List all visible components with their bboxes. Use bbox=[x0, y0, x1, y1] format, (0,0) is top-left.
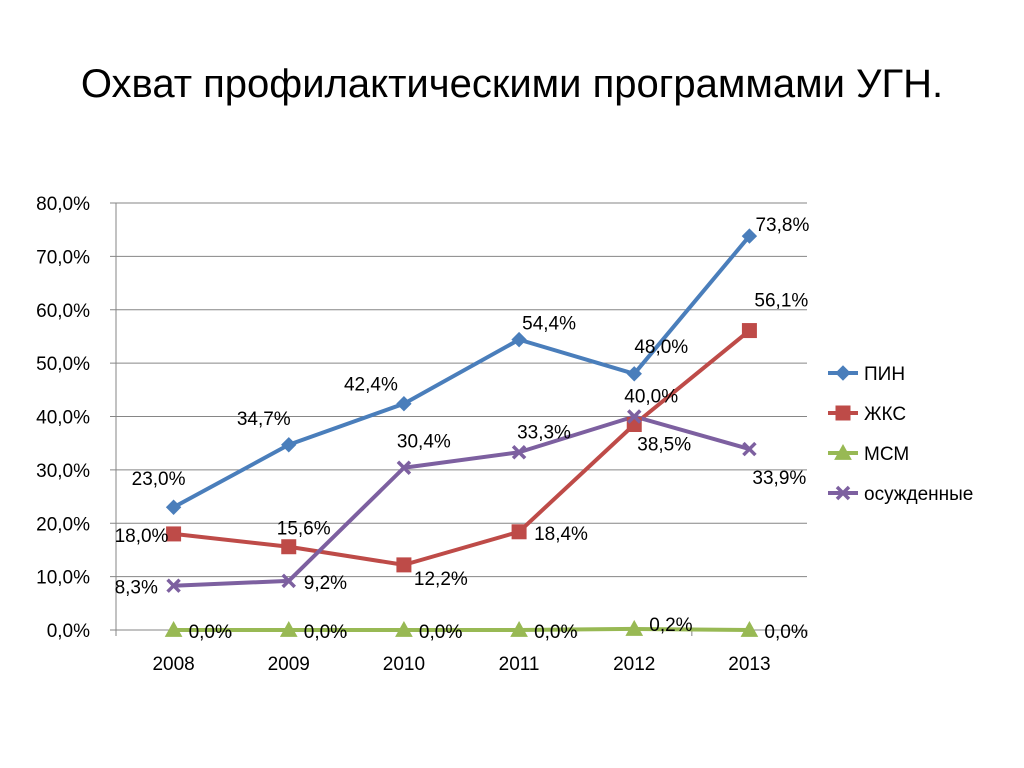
data-point-marker bbox=[626, 366, 642, 382]
data-label: 9,2% bbox=[304, 573, 347, 594]
data-label: 18,0% bbox=[115, 526, 169, 547]
legend-marker bbox=[834, 443, 852, 460]
y-tick-label: 70,0% bbox=[36, 247, 90, 268]
series-line-3 bbox=[173, 414, 750, 588]
data-point-marker bbox=[395, 620, 413, 637]
y-tick-label: 30,0% bbox=[36, 461, 90, 482]
data-point-marker bbox=[281, 437, 297, 453]
data-label: 34,7% bbox=[237, 409, 291, 430]
x-tick-label: 2011 bbox=[499, 654, 540, 675]
data-point-marker bbox=[281, 539, 297, 555]
data-label: 0,0% bbox=[764, 622, 807, 643]
data-point-marker bbox=[741, 323, 757, 339]
data-point-marker bbox=[396, 460, 412, 475]
legend-marker bbox=[835, 485, 851, 501]
y-tick-label: 80,0% bbox=[36, 194, 90, 215]
y-tick-label: 50,0% bbox=[36, 354, 90, 375]
data-point-marker bbox=[281, 573, 296, 589]
data-label: 30,4% bbox=[397, 432, 451, 453]
series-line-0 bbox=[172, 234, 751, 509]
data-label: 54,4% bbox=[522, 314, 576, 335]
data-label: 40,0% bbox=[624, 387, 678, 408]
data-point-marker bbox=[625, 619, 644, 636]
data-label: 0,0% bbox=[304, 622, 347, 643]
data-label: 33,3% bbox=[517, 422, 571, 443]
data-point-marker bbox=[627, 409, 642, 424]
y-tick-label: 20,0% bbox=[36, 514, 90, 535]
data-label: 33,9% bbox=[752, 468, 806, 489]
legend-label: ЖКС bbox=[864, 404, 906, 425]
gridlines bbox=[116, 202, 807, 578]
data-point-marker bbox=[511, 331, 527, 348]
legend-label: осужденные bbox=[864, 484, 973, 505]
data-label: 8,3% bbox=[115, 578, 158, 599]
data-label: 23,0% bbox=[132, 469, 186, 490]
x-tick-label: 2012 bbox=[613, 654, 655, 675]
axes: 0,0% 10,0% 20,0% 30,0% 40,0% 50,0% 60,0% 70,0% 8… bbox=[36, 194, 808, 675]
x-tick-label: 2008 bbox=[152, 654, 194, 675]
x-tick-label: 2013 bbox=[728, 654, 770, 675]
data-point-marker bbox=[511, 445, 527, 460]
y-tick-label: 0,0% bbox=[47, 621, 90, 642]
series-markers bbox=[164, 228, 759, 637]
slide-title: Охват профилактическими программами УГН. bbox=[80, 62, 944, 106]
data-point-marker bbox=[740, 620, 759, 637]
data-label: 48,0% bbox=[634, 337, 688, 358]
data-label: 38,5% bbox=[637, 435, 691, 456]
data-label: 0,2% bbox=[649, 615, 692, 636]
data-point-marker bbox=[164, 620, 183, 637]
legend-label: МСМ bbox=[864, 444, 909, 465]
data-label: 18,4% bbox=[534, 524, 588, 545]
data-point-marker bbox=[511, 524, 527, 540]
series-line-1 bbox=[173, 329, 751, 567]
data-point-marker bbox=[742, 441, 757, 457]
x-tick-label: 2009 bbox=[268, 654, 310, 675]
data-point-marker bbox=[165, 499, 182, 515]
data-label: 42,4% bbox=[344, 375, 398, 396]
y-tick-label: 10,0% bbox=[36, 568, 90, 589]
legend: ПИН ЖКС МСМ осужденные bbox=[828, 364, 973, 505]
series-line-2 bbox=[173, 626, 750, 632]
data-point-marker bbox=[279, 620, 298, 637]
data-label: 15,6% bbox=[277, 519, 331, 540]
legend-label: ПИН bbox=[864, 364, 905, 385]
data-label: 56,1% bbox=[754, 291, 808, 312]
data-point-marker bbox=[741, 228, 758, 244]
data-point-marker bbox=[396, 557, 412, 573]
x-tick-label: 2010 bbox=[383, 654, 425, 675]
data-point-marker bbox=[396, 395, 412, 412]
data-label: 0,0% bbox=[419, 622, 462, 643]
data-labels: 23,0% 34,7% 42,4% 54,4% 48,0% 73,8% 18,0% 15,6%… bbox=[115, 215, 810, 643]
legend-marker bbox=[835, 405, 851, 421]
y-tick-label: 60,0% bbox=[36, 301, 90, 322]
data-label: 73,8% bbox=[755, 215, 809, 236]
data-label: 0,0% bbox=[189, 622, 232, 643]
data-point-marker bbox=[166, 578, 181, 593]
data-point-marker bbox=[166, 526, 182, 542]
y-tick-label: 40,0% bbox=[36, 408, 90, 429]
legend-marker bbox=[835, 365, 851, 381]
data-label: 12,2% bbox=[414, 569, 468, 590]
series-lines bbox=[172, 234, 751, 632]
data-point-marker bbox=[510, 620, 528, 637]
data-label: 0,0% bbox=[534, 622, 577, 643]
